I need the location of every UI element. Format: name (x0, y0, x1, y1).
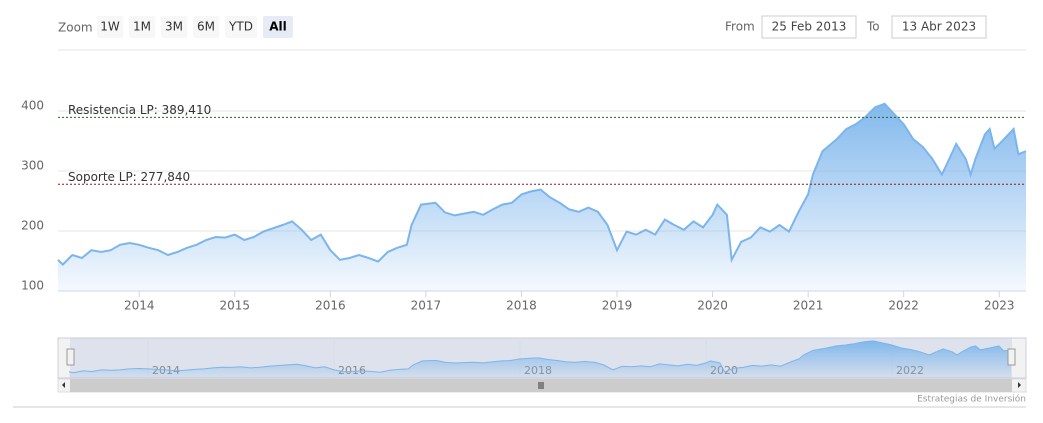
y-tick-label: 300 (21, 159, 44, 173)
scroll-left[interactable] (62, 382, 65, 388)
zoom-button[interactable]: All (263, 16, 293, 38)
zoom-button[interactable]: 1W (97, 16, 123, 38)
zoom-button-label[interactable]: 1M (133, 20, 151, 34)
x-tick-label: 2021 (793, 299, 824, 313)
from-value[interactable]: 25 Feb 2013 (772, 20, 847, 34)
from-label: From (725, 20, 755, 34)
zoom-button-bg[interactable] (263, 16, 293, 38)
zoom-button-bg[interactable] (225, 16, 257, 38)
area-line (57, 102, 1027, 267)
x-tick-label: 2016 (315, 299, 346, 313)
credits: Estrategias de Inversión (917, 394, 1026, 405)
zoom-button-bg[interactable] (161, 16, 187, 38)
from-input[interactable] (761, 15, 857, 39)
zoom-button-label[interactable]: 3M (165, 20, 183, 34)
to-input[interactable] (891, 15, 987, 39)
area-fill (69, 340, 1011, 378)
zoom-button-label[interactable]: All (269, 20, 287, 34)
zoom-button-bg[interactable] (129, 16, 155, 38)
x-tick-label: 2020 (697, 299, 728, 313)
x-tick-label: 2018 (506, 299, 537, 313)
x-tick-label: 2023 (984, 299, 1015, 313)
zoom-button-label[interactable]: YTD (228, 20, 253, 34)
zoom-button-label[interactable]: 1W (100, 20, 120, 34)
zoom-button-label[interactable]: 6M (197, 20, 215, 34)
to-label: To (866, 20, 880, 34)
navigator-handle[interactable] (1007, 348, 1016, 366)
x-tick-label: 2015 (220, 299, 251, 313)
scrollbar-grip (538, 382, 544, 389)
zoom-button[interactable]: YTD (225, 16, 257, 38)
scroll-right[interactable] (1018, 382, 1021, 388)
zoom-button[interactable]: 6M (193, 16, 219, 38)
plot-line-label: Soporte LP: 277,840 (68, 170, 190, 184)
zoom-label: Zoom (58, 21, 93, 35)
x-tick-label: 2014 (124, 299, 155, 313)
y-tick-label: 400 (21, 99, 44, 113)
zoom-button-bg[interactable] (97, 16, 123, 38)
to-value[interactable]: 13 Abr 2023 (902, 20, 976, 34)
zoom-button-bg[interactable] (193, 16, 219, 38)
x-tick-label: 2019 (602, 299, 633, 313)
y-tick-label: 100 (21, 279, 44, 293)
x-tick-label: 2017 (411, 299, 442, 313)
zoom-button[interactable]: 3M (161, 16, 187, 38)
zoom-button[interactable]: 1M (129, 16, 155, 38)
area-fill (58, 103, 1026, 291)
plot-line-label: Resistencia LP: 389,410 (68, 103, 211, 117)
navigator-handle[interactable] (66, 348, 75, 366)
x-tick-label: 2022 (888, 299, 919, 313)
y-tick-label: 200 (21, 219, 44, 233)
area-line (68, 340, 1012, 374)
